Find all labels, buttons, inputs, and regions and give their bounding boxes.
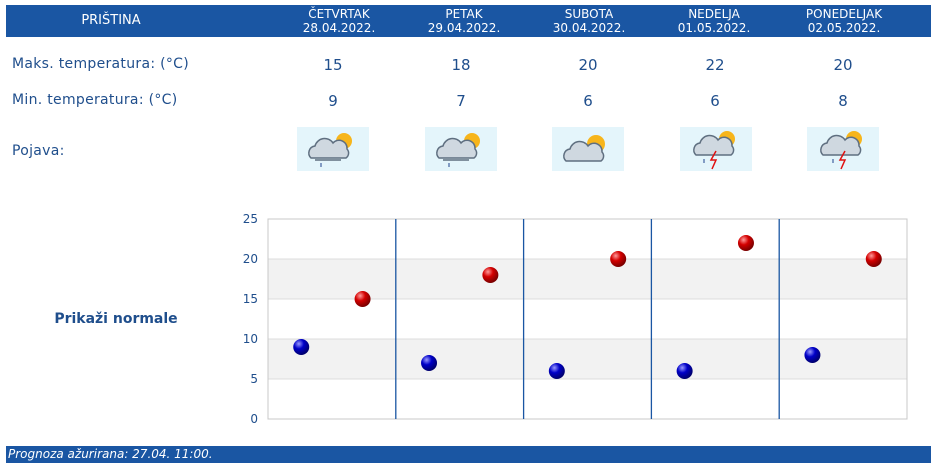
max-temp-point — [610, 251, 627, 267]
day-header-3: SUBOTA 30.04.2022. — [534, 5, 644, 37]
forecast-header: PRIŠTINA ČETVRTAK 28.04.2022. PETAK 29.0… — [6, 5, 931, 37]
min-temp-point — [676, 363, 693, 379]
sun-cloud-icon — [552, 127, 624, 171]
day-date: 01.05.2022. — [677, 21, 751, 35]
day-name: PETAK — [445, 7, 483, 21]
max-temp-value: 22 — [705, 56, 725, 74]
sun-cloud-thunder-icon — [680, 127, 752, 171]
city-name: PRIŠTINA — [81, 13, 141, 28]
max-temp-point — [737, 235, 754, 251]
max-temp-label: Maks. temperatura: (°C) — [12, 56, 189, 72]
show-normals-link[interactable]: Prikaži normale — [54, 311, 178, 327]
min-temp-point — [293, 339, 310, 355]
y-tick-label: 10 — [243, 332, 258, 346]
day-date: 29.04.2022. — [427, 21, 501, 35]
day-date: 28.04.2022. — [302, 21, 376, 35]
min-temp-point — [548, 363, 565, 379]
min-temp-value: 9 — [328, 92, 338, 110]
min-temp-label: Min. temperatura: (°C) — [12, 92, 178, 108]
sun-cloud-light-rain-icon — [425, 127, 497, 171]
y-tick-label: 0 — [250, 412, 258, 426]
y-tick-label: 15 — [243, 292, 258, 306]
day-name: NEDELJA — [688, 7, 740, 21]
day-header-5: PONEDELJAK 02.05.2022. — [784, 5, 904, 37]
forecast-footer: Prognoza ažurirana: 27.04. 11:00. — [6, 446, 931, 463]
y-tick-label: 5 — [250, 372, 258, 386]
chart-frame — [267, 218, 908, 420]
day-header-1: ČETVRTAK 28.04.2022. — [284, 5, 394, 37]
chart-band — [268, 339, 907, 379]
max-temp-value: 20 — [833, 56, 853, 74]
day-header-4: NEDELJA 01.05.2022. — [659, 5, 769, 37]
max-temp-point — [865, 251, 882, 267]
chart-band — [268, 259, 907, 299]
max-temp-value: 18 — [451, 56, 471, 74]
sun-cloud-light-rain-icon — [297, 127, 369, 171]
day-name: PONEDELJAK — [805, 7, 883, 21]
update-time: Prognoza ažurirana: 27.04. 11:00. — [8, 447, 213, 461]
min-temp-value: 7 — [456, 92, 466, 110]
sun-cloud-thunder-icon — [807, 127, 879, 171]
day-name: ČETVRTAK — [308, 7, 370, 21]
min-temp-point — [804, 347, 821, 363]
day-header-2: PETAK 29.04.2022. — [409, 5, 519, 37]
min-temp-value: 6 — [583, 92, 593, 110]
temperature-chart: 0 5 10 15 20 25 — [243, 212, 908, 426]
day-date: 30.04.2022. — [552, 21, 626, 35]
max-temp-point — [482, 267, 499, 283]
min-temp-value: 6 — [710, 92, 720, 110]
min-temp-value: 8 — [838, 92, 848, 110]
max-temp-point — [354, 291, 371, 307]
min-temp-point — [421, 355, 438, 371]
y-tick-label: 20 — [243, 252, 258, 266]
day-date: 02.05.2022. — [807, 21, 881, 35]
max-temp-value: 20 — [578, 56, 598, 74]
max-temp-value: 15 — [323, 56, 343, 74]
weather-label: Pojava: — [12, 143, 65, 159]
day-name: SUBOTA — [564, 7, 614, 21]
y-tick-label: 25 — [243, 212, 258, 226]
